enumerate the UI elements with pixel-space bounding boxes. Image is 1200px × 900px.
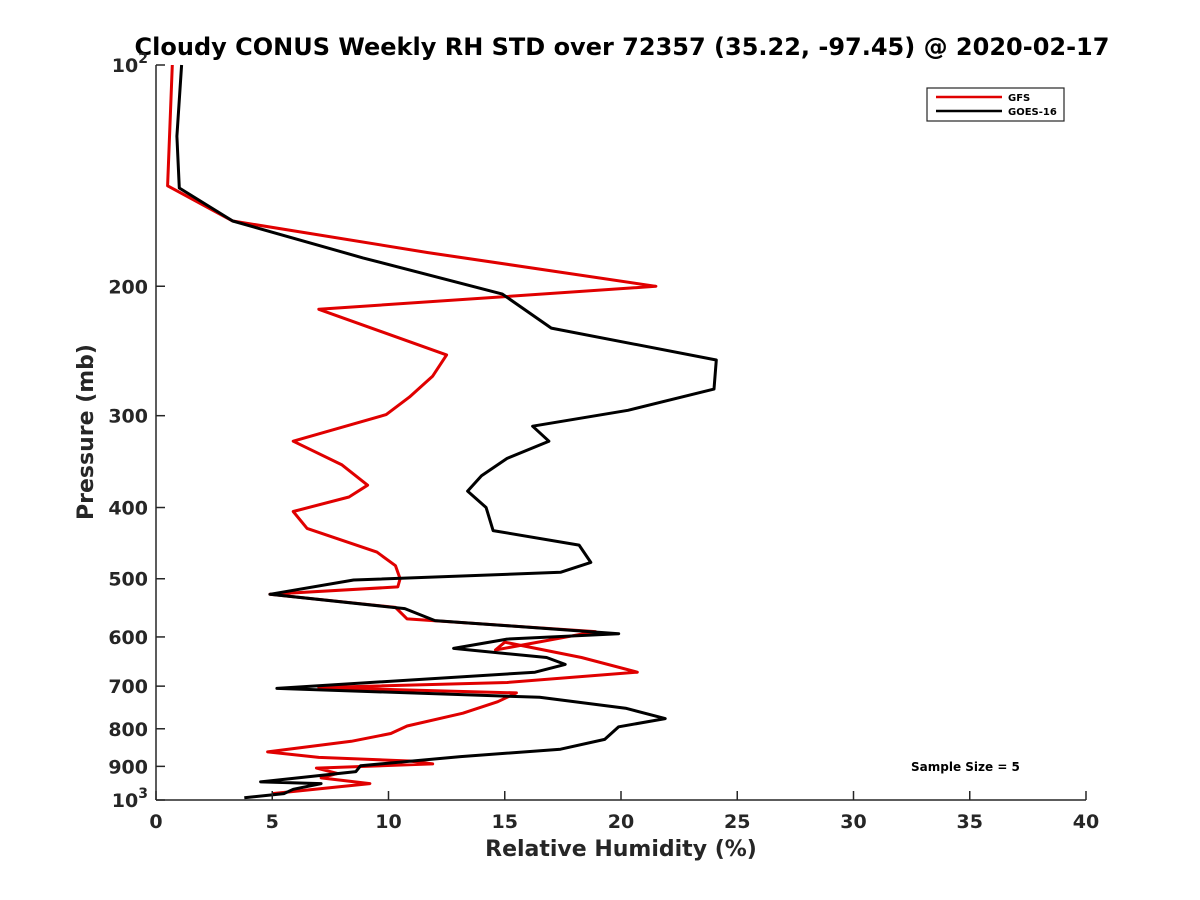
y-tick-label: 400	[108, 498, 148, 520]
x-ticks: 0 5 10 15 20 25 30 35 40	[149, 791, 1099, 833]
y-tick-label: 102	[112, 51, 148, 77]
series-line-goes-16	[175, 64, 718, 800]
legend-label-gfs: GFS	[1008, 93, 1030, 104]
x-tick-label: 5	[266, 811, 279, 833]
y-tick-label: 300	[108, 406, 148, 428]
y-axis-label: Pressure (mb)	[74, 344, 99, 520]
y-tick-label: 200	[108, 276, 148, 298]
legend-box	[926, 87, 1065, 122]
x-axis-label: Relative Humidity (%)	[485, 837, 757, 862]
x-tick-label: 25	[724, 811, 750, 833]
chart-title: Cloudy CONUS Weekly RH STD over 72357 (3…	[135, 33, 1110, 61]
y-tick-label: 500	[108, 569, 148, 591]
sample-size-annotation: Sample Size = 5	[911, 760, 1020, 774]
y-tick-label: 700	[108, 676, 148, 698]
y-tick-label: 900	[108, 756, 148, 778]
y-tick-label: 800	[108, 719, 148, 741]
x-tick-label: 15	[492, 811, 518, 833]
plot-area	[166, 64, 718, 800]
x-tick-label: 20	[608, 811, 634, 833]
series-line-gfs	[166, 64, 658, 796]
x-tick-label: 40	[1073, 811, 1099, 833]
y-ticks: 102 200 300 400 500 600 700 800 900 103	[108, 51, 165, 812]
x-tick-label: 10	[375, 811, 401, 833]
legend-label-goes-16: GOES-16	[1008, 107, 1057, 118]
y-tick-label: 103	[112, 786, 148, 812]
x-tick-label: 0	[149, 811, 162, 833]
legend: GFS GOES-16	[926, 87, 1065, 122]
x-tick-label: 35	[957, 811, 983, 833]
x-tick-label: 30	[840, 811, 866, 833]
y-tick-label: 600	[108, 627, 148, 649]
